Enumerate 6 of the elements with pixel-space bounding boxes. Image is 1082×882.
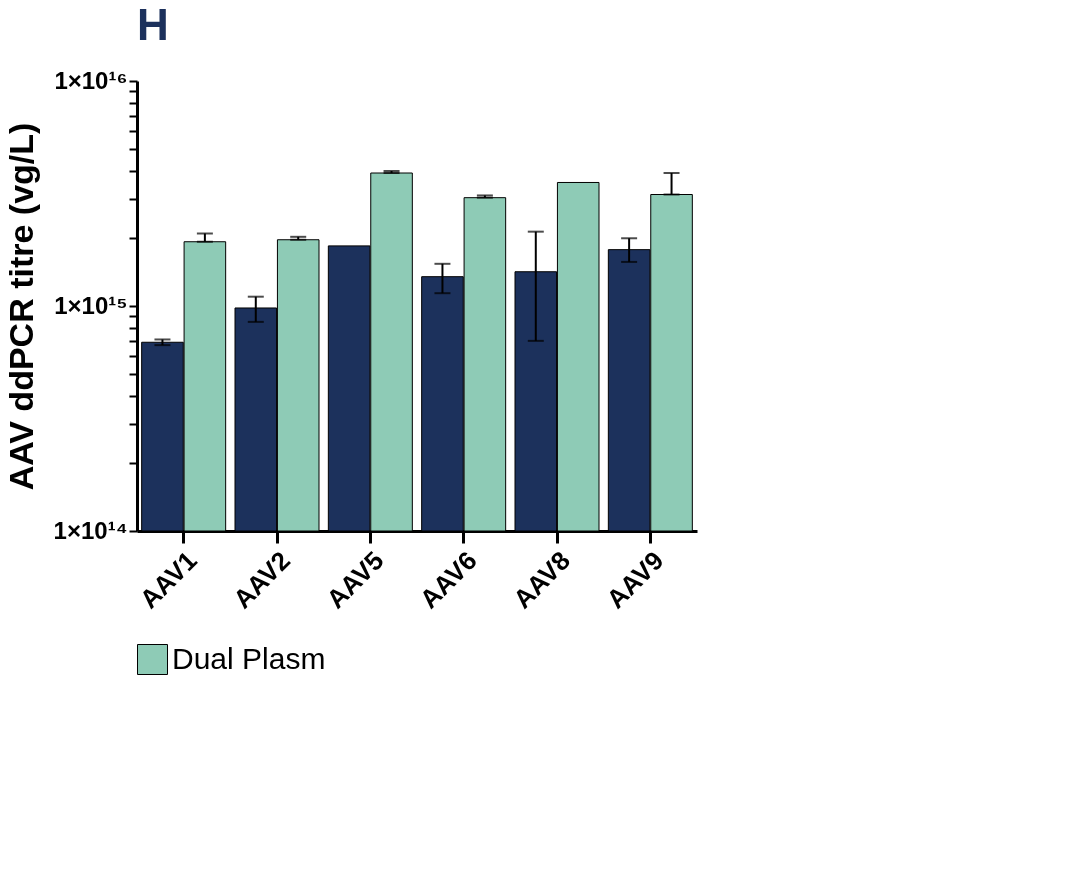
chart-title: H: [137, 0, 169, 49]
y-axis-title: AAV ddPCR titre (vg/L): [1, 122, 40, 491]
legend-label: Dual Plasm: [172, 641, 326, 675]
y-tick-label: 1×10¹⁶: [54, 66, 128, 94]
y-tick-label: 1×10¹⁵: [54, 291, 128, 319]
y-tick-label: 1×10¹⁴: [53, 516, 128, 544]
